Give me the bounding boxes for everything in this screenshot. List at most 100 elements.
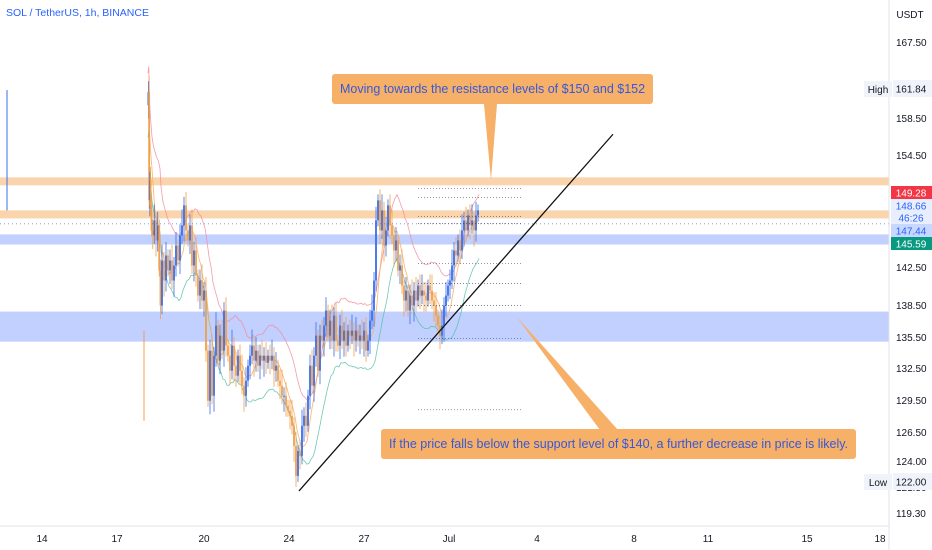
- candle-body: [163, 260, 165, 281]
- candle-body: [427, 285, 429, 301]
- candle-body: [413, 290, 415, 306]
- candle-body: [315, 335, 317, 356]
- x-tick-label: 18: [874, 534, 886, 545]
- candle-body: [313, 355, 315, 386]
- y-tick-label: 167.50: [896, 38, 927, 49]
- candle-body: [201, 280, 203, 301]
- candle-body: [317, 335, 319, 371]
- candle-body: [337, 340, 339, 346]
- candle-body: [281, 385, 283, 396]
- candle-body: [285, 395, 287, 406]
- candle-body: [335, 315, 337, 341]
- candle-body: [171, 260, 173, 281]
- candle-body: [229, 355, 231, 371]
- candle-body: [461, 230, 463, 251]
- candle-body: [405, 290, 407, 301]
- candle-body: [339, 325, 341, 346]
- candle-body: [383, 210, 385, 246]
- candle-body: [205, 290, 207, 351]
- candle-body: [375, 220, 377, 281]
- candle-body: [223, 310, 225, 351]
- candle-body: [217, 325, 219, 361]
- candle-body: [367, 340, 369, 351]
- candle-body: [148, 92, 151, 201]
- price-tag-box: [891, 237, 932, 250]
- candle-body: [373, 280, 375, 311]
- candle-body: [151, 230, 154, 236]
- low-value-box: [893, 473, 932, 490]
- candle-body: [411, 295, 413, 306]
- resistance-pointer: [484, 104, 497, 180]
- candle-body: [275, 365, 277, 371]
- y-tick-label: 124.00: [896, 457, 927, 468]
- support-zone: [0, 234, 889, 245]
- candle-body: [295, 445, 297, 476]
- candle-body: [469, 215, 471, 226]
- candle-body: [233, 345, 235, 366]
- high-label-box: [864, 81, 892, 97]
- x-tick-labels: 14 17 20 24 27 Jul 4 8 11 15 18: [36, 534, 886, 545]
- candle-body: [347, 330, 349, 346]
- low-label-box: [864, 474, 892, 490]
- candle-body: [437, 315, 439, 326]
- candle-body: [359, 335, 361, 341]
- x-tick-label: 27: [358, 534, 370, 545]
- candle-body: [259, 355, 261, 366]
- candle-body: [199, 280, 201, 296]
- candle-body: [365, 330, 367, 351]
- resistance-zone: [0, 210, 889, 219]
- candle-body: [175, 245, 177, 266]
- candle-body: [353, 330, 355, 341]
- candle-body: [465, 220, 467, 231]
- candle-body: [297, 450, 299, 476]
- callout-pointers: [484, 104, 618, 430]
- candle-body: [327, 310, 329, 336]
- candle-body: [269, 355, 271, 361]
- price-tag-box: [891, 224, 932, 237]
- candle-body: [253, 345, 255, 361]
- candle-body: [349, 330, 351, 336]
- candle-body: [329, 320, 331, 336]
- candle-body: [207, 350, 209, 401]
- candle-body: [227, 345, 229, 356]
- candle-body: [463, 220, 465, 231]
- candle-body: [345, 330, 347, 346]
- candle-body: [449, 280, 451, 286]
- candle-body: [179, 235, 181, 261]
- candle-body: [293, 425, 295, 446]
- candle-body: [417, 285, 419, 301]
- candle-body: [161, 260, 163, 306]
- candle-body: [158, 225, 161, 271]
- candle-body: [209, 350, 211, 401]
- candle-body: [191, 225, 193, 266]
- candle-body: [167, 255, 169, 271]
- candle-body: [291, 415, 293, 426]
- candle-body: [381, 210, 383, 231]
- candle-body: [149, 180, 152, 206]
- price-tag-label: 148.66: [896, 202, 927, 213]
- candle-body: [357, 330, 359, 341]
- x-tick-label: Jul: [443, 534, 456, 545]
- candle-body: [323, 325, 325, 341]
- candle-body: [173, 265, 175, 281]
- candle-body: [397, 240, 399, 271]
- resistance-zone: [0, 177, 889, 186]
- candle-body: [159, 270, 162, 306]
- candle-body: [311, 365, 313, 386]
- candle-body: [333, 315, 335, 341]
- support-pointer: [516, 316, 618, 430]
- candle-body: [301, 425, 303, 456]
- candle-body: [471, 220, 473, 226]
- x-tick-label: 11: [703, 534, 714, 545]
- candle-body: [195, 250, 197, 276]
- trendline[interactable]: [298, 133, 614, 492]
- support-callout: If the price falls below the support lev…: [381, 429, 857, 459]
- y-tick-label: 138.50: [896, 301, 927, 312]
- x-tick-label: 20: [198, 534, 210, 545]
- price-tag-box: [891, 186, 932, 199]
- candle-body: [255, 350, 257, 361]
- candles: [6, 76, 479, 487]
- currency-label: USDT: [896, 10, 923, 21]
- candle-body: [453, 250, 455, 266]
